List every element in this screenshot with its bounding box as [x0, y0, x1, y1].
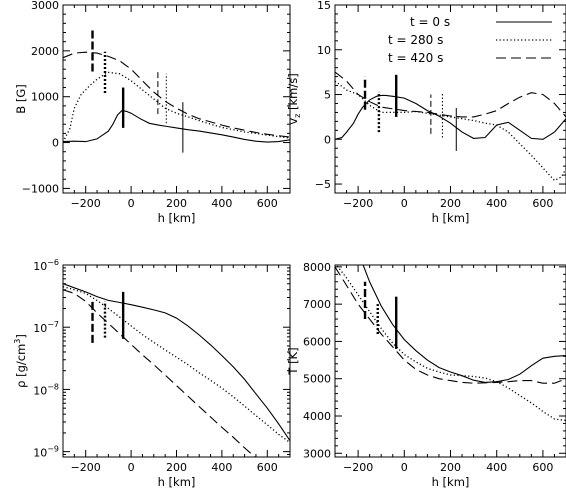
y-tick-label: 10−7 [33, 320, 59, 335]
x-axis-label: h [km] [432, 475, 470, 489]
x-tick-label: 0 [128, 461, 135, 474]
x-axis-label: h [km] [158, 475, 196, 489]
y-axis-label: B [G] [14, 84, 28, 113]
y-tick-label: −5 [315, 178, 331, 191]
y-tick-label: 3000 [303, 447, 331, 460]
plot-area [63, 30, 290, 153]
y-axis-label: vz [km/s] [286, 73, 302, 124]
y-tick-label: 10−6 [33, 258, 59, 273]
y-tick-label: 10 [317, 44, 331, 57]
series-line-solid [63, 109, 290, 143]
y-tick-label: 8000 [303, 261, 331, 274]
y-tick-label: −1000 [22, 182, 59, 195]
series-line-dashed [335, 266, 566, 384]
series-line-dotted [63, 71, 290, 143]
chart-panel-vz: −200 0 200 400 600 −5 0 5 10 15 h [km] vz [km/s] [286, 0, 566, 225]
x-tick-label: 600 [257, 197, 278, 210]
series-line-dashed [63, 51, 290, 138]
x-tick-label: 200 [440, 197, 461, 210]
y-axis-label: ρ [g/cm3] [13, 334, 28, 388]
x-tick-label: 600 [257, 461, 278, 474]
x-axis-label: h [km] [158, 211, 196, 225]
series-line-dashed [335, 71, 566, 118]
x-tick-label: 0 [401, 461, 408, 474]
y-tick-label: 5000 [303, 373, 331, 386]
legend: t = 0 s t = 280 s t = 420 s [388, 15, 552, 65]
y-tick-label: 15 [317, 0, 331, 12]
x-tick-label: 400 [211, 197, 232, 210]
y-tick-label: 0 [52, 137, 59, 150]
chart-panel-T: −200 0 200 400 600 3000 4000 5000 6000 7000 8000 h … [286, 261, 566, 489]
x-tick-label: 400 [486, 461, 507, 474]
x-tick-label: 600 [532, 461, 553, 474]
x-axis-label: h [km] [432, 211, 470, 225]
x-tick-label: 200 [166, 461, 187, 474]
series-line-solid [362, 265, 566, 383]
x-tick-label: 0 [401, 197, 408, 210]
y-tick-label: 5 [324, 89, 331, 102]
y-tick-label: 1000 [31, 91, 59, 104]
y-tick-label: 2000 [31, 45, 59, 58]
x-tick-label: 600 [532, 197, 553, 210]
series-line-dashed [63, 289, 256, 457]
legend-label-t0: t = 0 s [410, 15, 450, 29]
chart-panel-B: −200 0 200 400 600 −1000 0 1000 2000 3000 h [km] B … [14, 0, 291, 225]
y-tick-label: 4000 [303, 410, 331, 423]
x-tick-label: −200 [343, 461, 373, 474]
plot-frame [62, 4, 291, 194]
plot-frame [334, 4, 566, 194]
y-tick-label: 0 [324, 133, 331, 146]
plot-area [335, 265, 566, 422]
x-tick-label: −200 [343, 197, 373, 210]
x-tick-label: 0 [128, 197, 135, 210]
chart-panel-rho: −200 0 200 400 600 10−9 10−8 10−7 10−6 h [km] ρ [g… [13, 258, 291, 489]
series-line-dotted [335, 265, 566, 422]
plot-area [63, 283, 290, 457]
plot-frame [334, 264, 566, 458]
x-tick-label: 200 [440, 461, 461, 474]
y-tick-label: 3000 [31, 0, 59, 12]
y-tick-label: 10−9 [33, 445, 59, 460]
series-line-solid [335, 94, 566, 140]
series-line-solid [63, 283, 290, 442]
x-tick-label: −200 [71, 461, 101, 474]
x-tick-label: 400 [211, 461, 232, 474]
x-tick-label: 400 [486, 197, 507, 210]
y-tick-label: 6000 [303, 335, 331, 348]
series-line-dotted [63, 285, 290, 444]
y-axis-label: T [K] [286, 347, 300, 375]
x-tick-label: 200 [166, 197, 187, 210]
legend-label-t420: t = 420 s [388, 51, 443, 65]
x-tick-label: −200 [71, 197, 101, 210]
plot-area [335, 71, 566, 182]
series-line-dotted [335, 80, 566, 182]
y-tick-label: 7000 [303, 298, 331, 311]
plot-frame [62, 264, 291, 458]
legend-label-t280: t = 280 s [388, 33, 443, 47]
y-tick-label: 10−8 [33, 382, 59, 397]
